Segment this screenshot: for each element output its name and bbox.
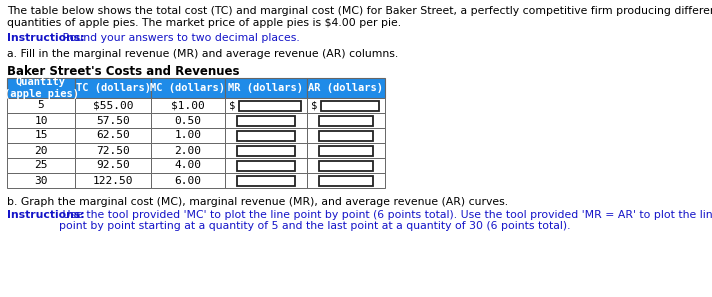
- Bar: [75, 128, 151, 143]
- Text: a. Fill in the marginal revenue (MR) and average revenue (AR) columns.: a. Fill in the marginal revenue (MR) and…: [7, 49, 398, 59]
- Bar: [75, 78, 151, 98]
- Text: 1.00: 1.00: [174, 130, 201, 140]
- Text: 5: 5: [38, 100, 44, 110]
- Text: Instructions:: Instructions:: [7, 210, 85, 220]
- Bar: [225, 78, 307, 98]
- Bar: [307, 128, 385, 143]
- Bar: [7, 128, 75, 143]
- Bar: [225, 113, 307, 128]
- Text: quantities of apple pies. The market price of apple pies is $4.00 per pie.: quantities of apple pies. The market pri…: [7, 18, 401, 28]
- Bar: [307, 113, 385, 128]
- Text: 57.50: 57.50: [96, 116, 130, 126]
- Bar: [151, 113, 225, 128]
- Bar: [151, 78, 225, 98]
- Text: 20: 20: [34, 146, 48, 156]
- Text: 92.50: 92.50: [96, 160, 130, 170]
- Bar: [307, 173, 385, 188]
- Text: 15: 15: [34, 130, 48, 140]
- Text: $1.00: $1.00: [171, 100, 205, 110]
- Text: 30: 30: [34, 176, 48, 186]
- Bar: [319, 130, 373, 140]
- Bar: [75, 143, 151, 158]
- Bar: [75, 173, 151, 188]
- Text: 10: 10: [34, 116, 48, 126]
- Bar: [237, 130, 295, 140]
- Bar: [319, 146, 373, 156]
- Bar: [239, 100, 301, 110]
- Text: The table below shows the total cost (TC) and marginal cost (MC) for Baker Stree: The table below shows the total cost (TC…: [7, 6, 712, 16]
- Text: AR (dollars): AR (dollars): [308, 83, 384, 93]
- Bar: [319, 116, 373, 126]
- Bar: [151, 173, 225, 188]
- Text: Instructions:: Instructions:: [7, 33, 85, 43]
- Text: 25: 25: [34, 160, 48, 170]
- Text: $: $: [311, 100, 318, 110]
- Text: 6.00: 6.00: [174, 176, 201, 186]
- Bar: [151, 143, 225, 158]
- Bar: [151, 158, 225, 173]
- Text: Quantity
(apple pies): Quantity (apple pies): [4, 77, 78, 99]
- Bar: [237, 176, 295, 186]
- Bar: [7, 78, 75, 98]
- Bar: [307, 143, 385, 158]
- Text: MC (dollars): MC (dollars): [150, 83, 226, 93]
- Text: Baker Street's Costs and Revenues: Baker Street's Costs and Revenues: [7, 65, 239, 78]
- Bar: [319, 160, 373, 170]
- Bar: [75, 158, 151, 173]
- Text: 62.50: 62.50: [96, 130, 130, 140]
- Text: b. Graph the marginal cost (MC), marginal revenue (MR), and average revenue (AR): b. Graph the marginal cost (MC), margina…: [7, 197, 508, 207]
- Bar: [307, 158, 385, 173]
- Text: TC (dollars): TC (dollars): [75, 83, 150, 93]
- Bar: [307, 98, 385, 113]
- Text: 0.50: 0.50: [174, 116, 201, 126]
- Bar: [7, 113, 75, 128]
- Bar: [237, 146, 295, 156]
- Bar: [225, 98, 307, 113]
- Bar: [307, 78, 385, 98]
- Bar: [225, 158, 307, 173]
- Text: MR (dollars): MR (dollars): [229, 83, 303, 93]
- Text: Round your answers to two decimal places.: Round your answers to two decimal places…: [59, 33, 300, 43]
- Bar: [75, 113, 151, 128]
- Bar: [225, 128, 307, 143]
- Bar: [237, 160, 295, 170]
- Bar: [151, 98, 225, 113]
- Text: 122.50: 122.50: [93, 176, 133, 186]
- Bar: [75, 98, 151, 113]
- Bar: [7, 158, 75, 173]
- Bar: [225, 143, 307, 158]
- Text: 2.00: 2.00: [174, 146, 201, 156]
- Text: point by point starting at a quantity of 5 and the last point at a quantity of 3: point by point starting at a quantity of…: [59, 221, 570, 231]
- Text: 72.50: 72.50: [96, 146, 130, 156]
- Bar: [151, 128, 225, 143]
- Bar: [7, 143, 75, 158]
- Bar: [225, 173, 307, 188]
- Bar: [7, 98, 75, 113]
- Text: $: $: [229, 100, 235, 110]
- Bar: [7, 173, 75, 188]
- Text: 4.00: 4.00: [174, 160, 201, 170]
- Bar: [319, 176, 373, 186]
- Text: Use the tool provided 'MC' to plot the line point by point (6 points total). Use: Use the tool provided 'MC' to plot the l…: [59, 210, 712, 220]
- Bar: [237, 116, 295, 126]
- Text: $55.00: $55.00: [93, 100, 133, 110]
- Bar: [321, 100, 379, 110]
